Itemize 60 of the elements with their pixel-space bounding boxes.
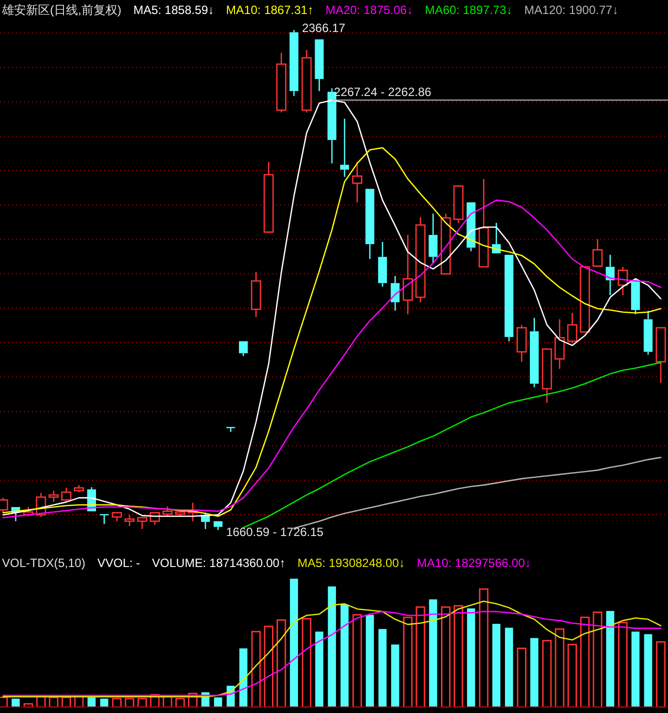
bar <box>100 698 108 707</box>
text: MA120: 1900.77↓ <box>524 3 618 17</box>
bar <box>592 612 602 708</box>
annotation: 1660.59 - 1726.15 <box>226 525 324 539</box>
text: MA10: 1867.31↑ <box>226 3 314 17</box>
bar <box>429 599 438 707</box>
bar <box>580 616 590 708</box>
bar <box>530 638 538 707</box>
bar <box>302 618 312 708</box>
candlestick <box>530 317 539 388</box>
bar <box>315 632 324 707</box>
bar <box>290 578 298 707</box>
bar <box>264 626 274 708</box>
bar <box>441 606 450 708</box>
chart-title: 雄安新区(日线,前复权) <box>1 3 122 17</box>
ref-line-label: 2267.24 - 2262.86 <box>334 85 432 100</box>
bar <box>606 610 614 707</box>
bar <box>516 648 526 708</box>
text: MA60: 1897.73↓ <box>424 3 512 17</box>
bar <box>454 605 464 708</box>
bar <box>378 629 387 707</box>
bar <box>366 614 374 707</box>
bar <box>656 641 666 708</box>
bar <box>467 608 476 707</box>
bar <box>631 632 640 707</box>
bar <box>340 604 349 707</box>
text: VOLUME: 18714360.00↑ <box>152 556 286 570</box>
bar <box>492 624 500 707</box>
bar <box>478 588 488 708</box>
candlestick <box>554 318 565 370</box>
candlestick <box>428 213 438 264</box>
annotation: 2366.17 <box>302 21 346 35</box>
bar <box>352 614 362 708</box>
bar <box>328 586 336 707</box>
text: MA5: 1858.59↓ <box>133 3 214 17</box>
bar <box>251 630 261 708</box>
bar <box>568 644 577 708</box>
bar <box>554 628 564 708</box>
bar <box>239 648 248 707</box>
bar <box>504 628 514 707</box>
text: MA20: 1875.06↓ <box>325 3 413 17</box>
candlestick <box>402 234 413 315</box>
bar <box>542 640 552 708</box>
bar <box>618 622 628 708</box>
text: VVOL: - <box>97 556 140 570</box>
bar <box>403 616 413 708</box>
candlestick <box>390 275 400 312</box>
bar <box>214 697 222 707</box>
text: MA10: 18297566.00↓ <box>416 556 531 570</box>
bar <box>644 634 652 707</box>
candlestick <box>352 161 362 203</box>
candlestick <box>644 310 653 356</box>
bar <box>276 619 286 708</box>
bar <box>88 697 96 707</box>
bar <box>391 644 400 707</box>
bar <box>416 606 426 708</box>
text: MA5: 19308248.00↓ <box>297 556 405 570</box>
candlestick <box>48 490 59 503</box>
chart-title: VOL-TDX(5,10) <box>2 556 86 570</box>
bar <box>12 698 20 707</box>
